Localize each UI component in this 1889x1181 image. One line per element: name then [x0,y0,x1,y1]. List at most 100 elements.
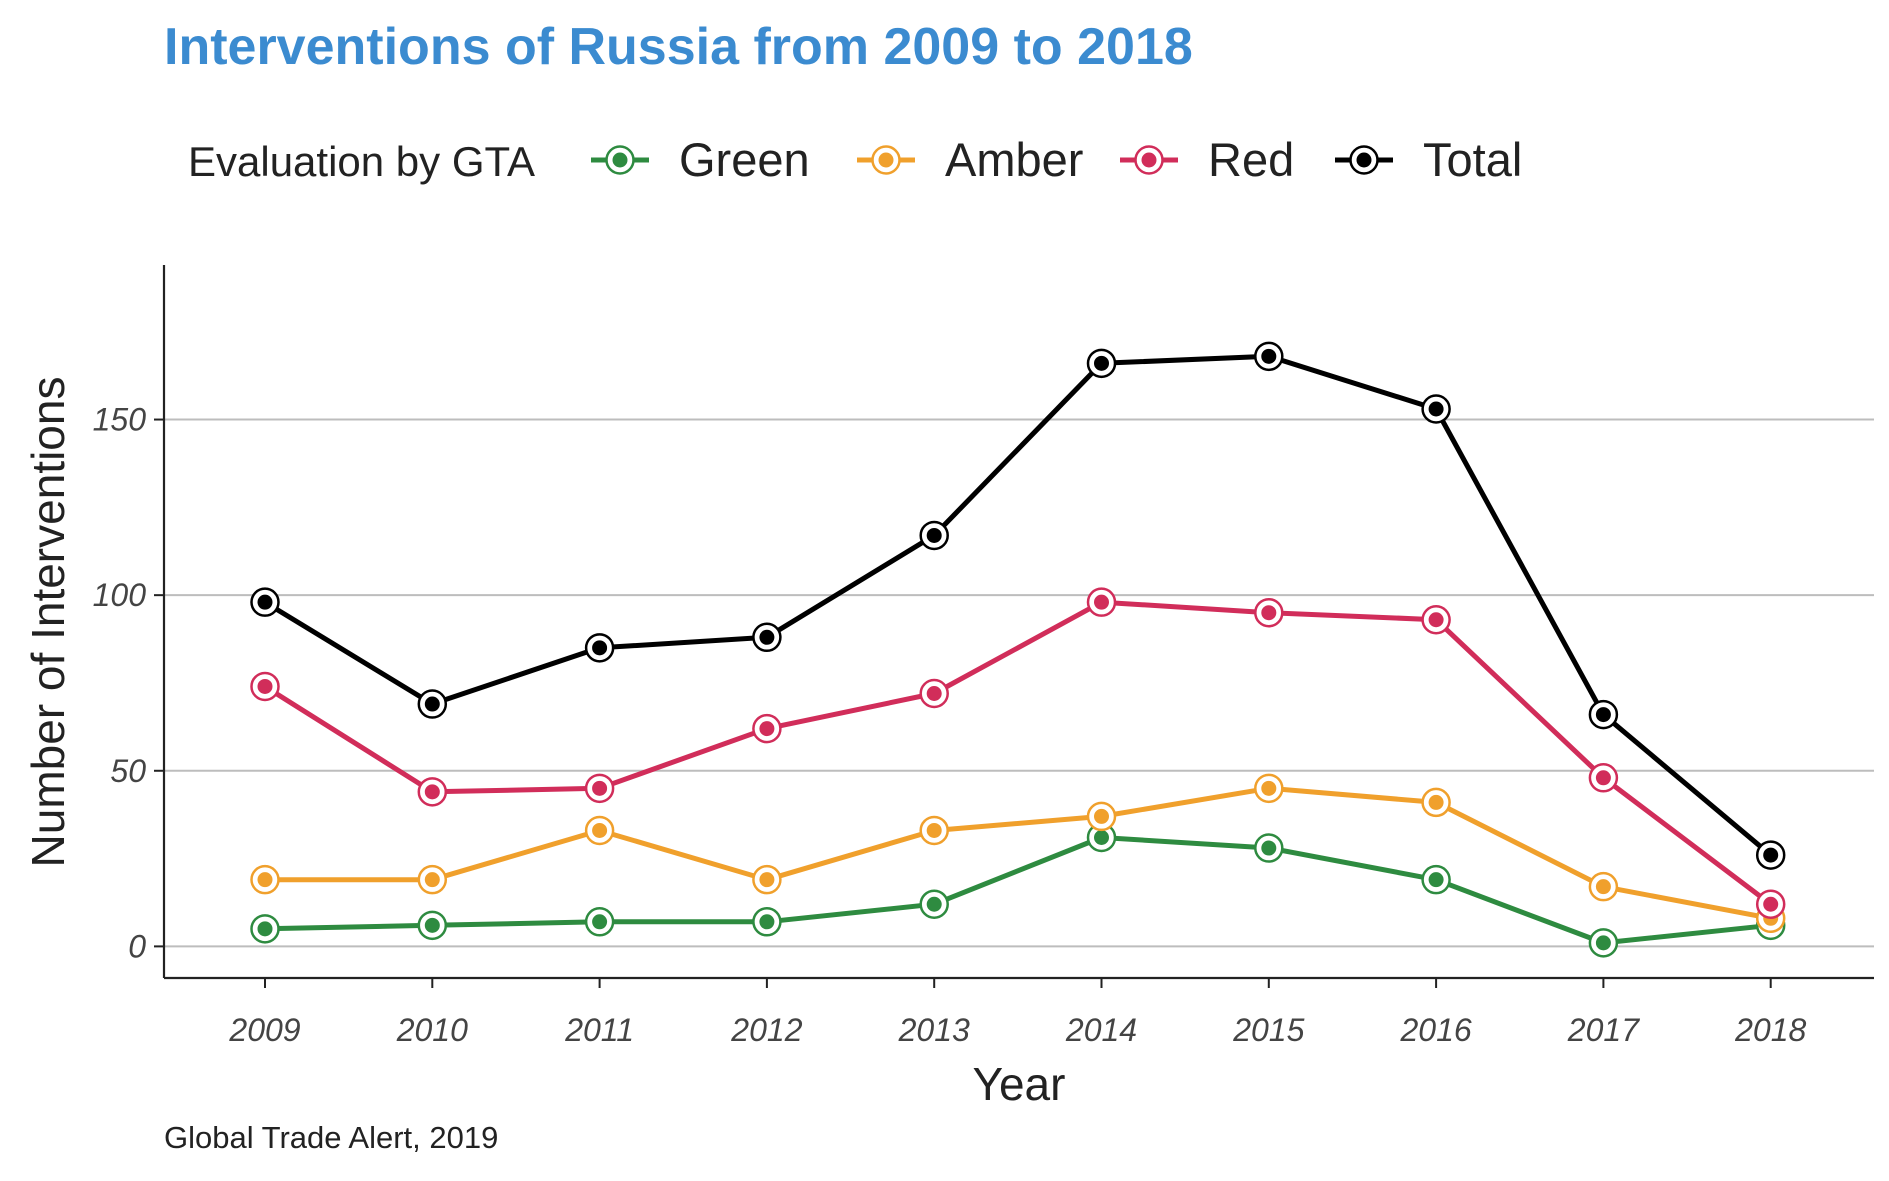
marker-dot [759,629,775,645]
data-point-amber [1254,773,1284,804]
data-point-amber [250,864,280,895]
legend-title: Evaluation by GTA [188,138,535,185]
data-point-total [919,520,949,551]
marker-dot [1428,872,1444,888]
marker-dot [926,686,942,702]
legend-key-dot [1141,152,1157,168]
data-point-red [752,713,782,744]
series-line-green [262,835,1774,946]
series-green [250,822,1786,958]
marker-dot [1595,770,1611,786]
data-point-total [584,633,615,663]
data-point-total [1755,840,1786,870]
legend-key-dot [1356,152,1372,168]
series-amber [250,773,1786,934]
data-point-green [1588,928,1619,958]
data-point-red [919,678,949,709]
marker-dot [424,784,440,800]
data-point-green [250,914,280,944]
data-point-green [417,910,448,941]
marker-dot [1763,847,1779,863]
x-axis-title: Year [973,1058,1066,1110]
y-tick-label: 0 [128,928,146,964]
marker-dot [926,822,942,838]
data-point-amber [1421,787,1451,818]
data-point-green [919,889,949,919]
data-point-green [1254,833,1284,863]
x-tick-label: 2013 [898,1012,970,1048]
x-tick-label: 2009 [228,1012,300,1048]
data-point-red [584,773,615,804]
data-point-total [417,689,448,719]
x-tick-label: 2015 [1232,1012,1304,1048]
marker-dot [592,640,608,656]
data-point-amber [1086,801,1117,832]
marker-dot [759,914,775,930]
marker-dot [424,872,440,888]
marker-dot [1261,348,1277,364]
marker-dot [257,594,273,610]
y-ticks: 0 50 100 150 [93,402,164,964]
axes [162,265,1874,980]
data-point-total [1421,394,1451,424]
legend-label-amber: Amber [945,133,1083,186]
x-tick-label: 2017 [1567,1012,1640,1048]
marker-dot [1261,780,1277,796]
legend-label-green: Green [679,133,810,186]
y-tick-label: 50 [110,753,146,789]
y-tick-label: 150 [93,402,147,438]
marker-dot [1595,935,1611,951]
series-layer [250,341,1786,958]
data-point-red [417,777,448,807]
data-point-total [1254,341,1284,372]
marker-dot [1428,401,1444,417]
data-point-amber [1588,871,1619,902]
gridlines [164,418,1874,948]
y-axis-title: Number of Interventions [22,377,74,868]
marker-dot [257,678,273,694]
marker-dot [1261,605,1277,621]
marker-dot [1595,879,1611,895]
data-point-total [752,622,782,653]
data-point-green [1421,864,1451,895]
x-tick-label: 2014 [1065,1012,1137,1048]
legend-item-amber: Amber [857,133,1083,186]
data-point-amber [752,864,782,895]
data-point-amber [417,864,448,895]
marker-dot [926,896,942,912]
marker-dot [592,914,608,930]
data-point-total [1588,699,1619,730]
data-point-total [1086,348,1117,379]
data-point-red [1086,587,1117,617]
data-point-red [250,671,280,702]
data-point-amber [919,815,949,846]
marker-dot [759,872,775,888]
data-point-green [584,907,615,937]
marker-dot [1094,594,1109,610]
x-tick-label: 2010 [396,1012,468,1048]
data-point-green [752,907,782,937]
marker-dot [1094,808,1109,824]
marker-dot [1428,794,1444,810]
marker-dot [1094,830,1109,846]
legend-label-total: Total [1423,133,1522,186]
legend-label-red: Red [1208,133,1294,186]
series-red [250,587,1786,919]
series-line-total [262,353,1774,858]
marker-dot [592,822,608,838]
legend-key-dot [612,152,628,168]
data-point-red [1755,889,1786,919]
marker-dot [1261,840,1277,856]
data-point-total [250,587,280,617]
marker-dot [1763,896,1779,912]
marker-dot [1428,612,1444,628]
chart-title: Interventions of Russia from 2009 to 201… [164,18,1193,76]
legend-item-red: Red [1120,133,1294,186]
data-point-red [1421,604,1451,635]
marker-dot [759,721,775,737]
marker-dot [424,696,440,712]
marker-dot [1094,355,1109,371]
marker-dot [257,921,273,937]
series-line-amber [262,785,1774,921]
